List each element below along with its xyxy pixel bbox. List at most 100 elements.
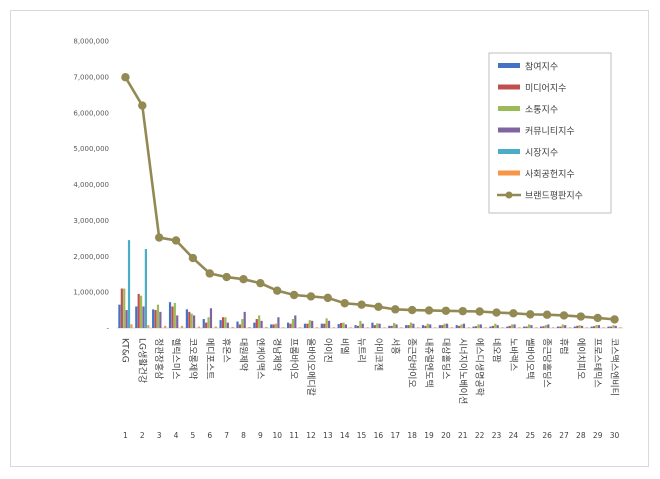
rank-label: 11 [289, 431, 299, 440]
rank-label: 6 [207, 431, 212, 440]
bar-mark [578, 325, 581, 328]
bar-mark [226, 322, 229, 328]
bar-mark [354, 325, 357, 328]
category-label: 휴온스 [221, 338, 232, 363]
category-label: 종근당바이오 [406, 338, 417, 388]
category-label: KT&G [119, 338, 129, 363]
bar-mark [168, 302, 172, 328]
bar-mark [568, 327, 572, 328]
bar-mark [462, 323, 466, 328]
category-label: 내츄럴엔도텍 [423, 338, 434, 388]
line-point [188, 253, 198, 263]
bar-mark [125, 310, 128, 328]
bar-mark [494, 323, 497, 328]
bar-mark [219, 320, 222, 328]
bar-mark [366, 327, 369, 328]
category-label: 에스디생명공학 [474, 338, 485, 396]
bar-mark [253, 322, 256, 328]
bar-mark [424, 325, 427, 328]
bar-mark [340, 322, 343, 328]
bar-mark [287, 322, 290, 328]
category-label: 쎌바이오텍 [524, 338, 535, 379]
line-point [222, 272, 231, 282]
bar-mark [433, 327, 437, 328]
bar-mark [159, 311, 162, 328]
category-label: 대원제약 [238, 338, 250, 371]
line-point [424, 306, 434, 315]
bar-mark [274, 323, 278, 328]
bar-mark [140, 295, 143, 328]
bar-mark [207, 317, 210, 328]
bar-mark [299, 327, 302, 328]
rank-label: 22 [475, 431, 485, 440]
rank-label: 7 [224, 431, 229, 440]
category-label: 노바렉스 [507, 338, 518, 371]
bar-mark [173, 302, 176, 328]
bar-mark [607, 326, 610, 328]
legend-swatch [498, 170, 520, 176]
bar-mark [241, 319, 244, 328]
bar-mark [426, 323, 429, 328]
legend-swatch [498, 63, 520, 68]
bar-mark [378, 323, 381, 328]
line-point [407, 305, 417, 315]
bar-mark [323, 323, 326, 328]
bar-mark [258, 315, 261, 328]
rank-label: 30 [610, 431, 620, 440]
bar-mark [496, 325, 499, 328]
bar-mark [185, 309, 188, 328]
bar-mark [474, 326, 478, 328]
bar-mark [585, 327, 588, 328]
bar-mark [209, 308, 213, 328]
rank-label: 20 [441, 431, 451, 440]
bar-mark [612, 325, 615, 328]
bar-mark [361, 323, 364, 328]
bar-mark [556, 326, 560, 328]
legend-swatch-marker [505, 191, 513, 199]
rank-label: 5 [191, 431, 196, 440]
bar-mark [205, 322, 208, 328]
bar-mark [332, 327, 335, 328]
bar-mark [176, 315, 179, 328]
rank-label: 26 [542, 431, 552, 440]
legend-swatch [498, 149, 520, 154]
line-point [391, 305, 400, 314]
line-point [289, 290, 299, 300]
category-label: 시너지이노베이션 [457, 338, 468, 404]
bar-mark [255, 319, 258, 328]
category-label: 올바이오메디칼 [305, 338, 316, 396]
legend-swatch [498, 106, 520, 111]
category-label: 코스맥스엔비티 [609, 338, 620, 396]
bar-mark [289, 323, 292, 328]
bar-mark [472, 326, 475, 328]
category-label: 프롬바이오 [288, 338, 299, 379]
line-point [256, 278, 265, 288]
bar-mark [438, 325, 441, 328]
rank-label: 12 [306, 431, 316, 440]
bar-mark [221, 317, 225, 328]
bar-mark [325, 318, 328, 328]
bar-mark [525, 326, 528, 328]
bar-mark [506, 326, 509, 328]
legend-label: 시장지수 [525, 148, 558, 159]
category-label: 정관장홍삼 [153, 338, 165, 379]
bar-mark [429, 324, 432, 328]
bar-mark [580, 325, 584, 328]
bar-mark [127, 240, 131, 328]
category-label: 종근당홀딩스 [541, 338, 553, 388]
category-label: 프로스테믹스 [592, 338, 604, 388]
category-label: 네오팜 [491, 338, 502, 363]
bar-mark [395, 324, 398, 328]
bar-mark [491, 325, 494, 328]
bar-mark [479, 324, 482, 328]
bar-mark [441, 325, 444, 328]
bar-mark [303, 323, 307, 328]
category-label: 에이치피오 [575, 338, 587, 379]
bar-mark [540, 326, 543, 328]
rank-label: 1 [123, 431, 128, 440]
legend-swatch [498, 84, 520, 90]
rank-label: 23 [492, 431, 502, 440]
bar-mark [311, 320, 314, 328]
axes: - 1,000,000 2,000,000 3,000,000 4,000,000 5,0… [73, 38, 623, 333]
